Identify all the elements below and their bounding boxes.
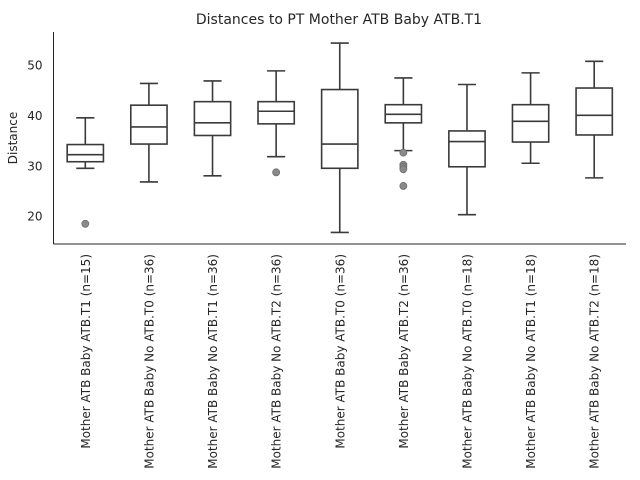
outlier-point bbox=[272, 168, 281, 177]
box-iqr bbox=[320, 88, 359, 170]
y-tick-label: 30 bbox=[27, 159, 42, 173]
outlier-point bbox=[399, 165, 408, 174]
box-5 bbox=[320, 42, 359, 234]
box-iqr bbox=[257, 100, 296, 125]
box-iqr bbox=[66, 143, 105, 163]
box-9 bbox=[575, 60, 614, 179]
box-1 bbox=[66, 117, 105, 228]
x-tick-group: Mother ATB Baby ATB.T1 (n=15) Mother ATB … bbox=[79, 254, 602, 469]
x-tick-label: Mother ATB Baby No ATB.T0 (n=18) bbox=[460, 254, 474, 469]
y-tick-label: 40 bbox=[27, 109, 42, 123]
x-tick-label: Mother ATB Baby ATB.T2 (n=36) bbox=[397, 254, 411, 449]
x-tick-label: Mother ATB Baby No ATB.T0 (n=36) bbox=[142, 254, 156, 469]
box-iqr bbox=[575, 87, 614, 136]
box-group bbox=[66, 42, 614, 234]
box-6 bbox=[384, 77, 423, 190]
box-iqr bbox=[448, 130, 486, 168]
outlier-point bbox=[81, 219, 90, 228]
x-tick-label: Mother ATB Baby No ATB.T1 (n=18) bbox=[524, 254, 538, 469]
x-tick-label: Mother ATB Baby ATB.T0 (n=36) bbox=[333, 254, 347, 449]
box-7 bbox=[448, 83, 486, 216]
x-tick-label: Mother ATB Baby No ATB.T2 (n=18) bbox=[588, 254, 602, 469]
box-4 bbox=[257, 70, 296, 177]
outlier-point bbox=[399, 148, 408, 157]
box-2 bbox=[129, 82, 168, 183]
y-tick-label: 50 bbox=[27, 58, 42, 72]
box-iqr bbox=[193, 100, 232, 137]
x-tick-label: Mother ATB Baby No ATB.T2 (n=36) bbox=[270, 254, 284, 469]
box-3 bbox=[193, 80, 232, 177]
y-tick-group: 20 30 40 50 bbox=[27, 58, 42, 223]
y-axis-label: Distance bbox=[6, 112, 20, 164]
y-tick-label: 20 bbox=[27, 210, 42, 224]
box-iqr bbox=[129, 104, 168, 145]
box-8 bbox=[511, 72, 550, 165]
x-tick-label: Mother ATB Baby No ATB.T1 (n=36) bbox=[206, 254, 220, 469]
chart-title: Distances to PT Mother ATB Baby ATB.T1 bbox=[196, 12, 482, 28]
box-iqr bbox=[511, 103, 550, 143]
x-tick-label: Mother ATB Baby ATB.T1 (n=15) bbox=[79, 254, 93, 449]
outlier-point bbox=[399, 182, 408, 190]
